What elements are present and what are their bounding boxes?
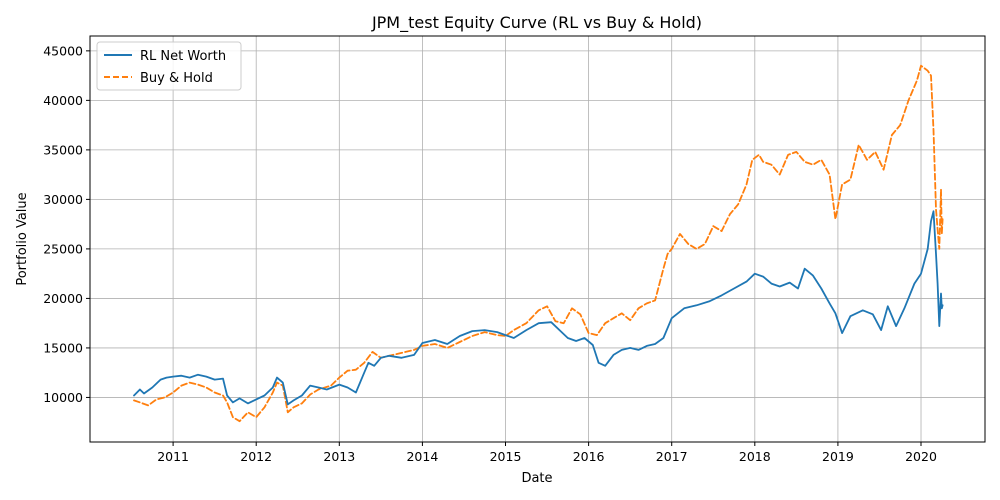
y-tick-label: 45000 [43, 43, 83, 58]
grid [90, 36, 985, 442]
x-tick-label: 2013 [323, 449, 355, 464]
y-axis-label: Portfolio Value [15, 192, 30, 285]
x-tick-label: 2020 [905, 449, 937, 464]
x-tick-label: 2016 [573, 449, 605, 464]
plot-frame [89, 35, 986, 443]
x-tick-label: 2019 [822, 449, 854, 464]
x-axis-label: Date [521, 471, 552, 486]
plot-series [133, 64, 944, 423]
x-tick-label: 2018 [739, 449, 771, 464]
x-axis-ticks: 2011 2012 2013 2014 2015 2016 2017 2018 2019 2020 [157, 442, 937, 464]
y-tick-label: 10000 [43, 390, 83, 405]
x-tick-label: 2014 [406, 449, 438, 464]
legend-label-rl: RL Net Worth [140, 49, 226, 64]
x-tick-label: 2017 [656, 449, 688, 464]
legend-label-buy-hold: Buy & Hold [140, 71, 213, 86]
y-tick-label: 40000 [43, 93, 83, 108]
legend-box [96, 41, 242, 91]
x-tick-label: 2012 [240, 449, 272, 464]
x-tick-label: 2011 [157, 449, 189, 464]
legend: RL Net Worth Buy & Hold [96, 41, 242, 91]
series-line-rl-net-worth [133, 210, 944, 406]
y-axis-ticks: 10000 15000 20000 25000 30000 35000 40000 45000 [43, 43, 90, 405]
x-tick-label: 2015 [490, 449, 522, 464]
y-tick-label: 20000 [43, 291, 83, 306]
y-tick-label: 25000 [43, 241, 83, 256]
y-tick-label: 35000 [43, 142, 83, 157]
chart-title: JPM_test Equity Curve (RL vs Buy & Hold) [371, 13, 702, 33]
y-tick-label: 30000 [43, 192, 83, 207]
y-tick-label: 15000 [43, 340, 83, 355]
series-line-buy-and-hold [133, 64, 944, 423]
